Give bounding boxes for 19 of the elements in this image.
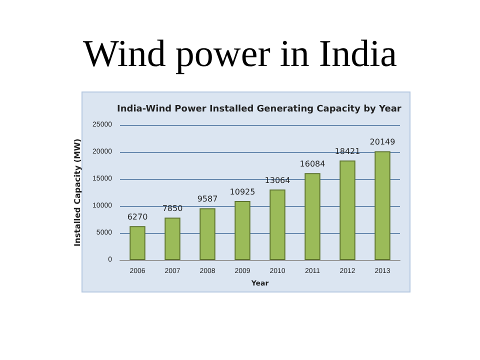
y-axis-title: Installed Capacity (MW) — [73, 138, 82, 246]
data-label: 13064 — [264, 176, 290, 185]
data-label: 7850 — [162, 204, 183, 214]
bar — [200, 208, 216, 260]
data-label: 9587 — [197, 194, 218, 204]
chart-subtitle: India-Wind Power Installed Generating Capacity by Year — [117, 104, 402, 114]
data-label: 6270 — [127, 212, 148, 222]
data-label: 10925 — [230, 188, 256, 197]
data-label: 20149 — [370, 138, 396, 147]
bar — [374, 151, 390, 260]
data-label: 18421 — [334, 147, 360, 156]
bar — [130, 226, 146, 260]
bar — [234, 201, 250, 260]
bar — [164, 218, 180, 260]
bar — [340, 160, 356, 260]
chart-title: Wind power in India — [82, 33, 398, 75]
data-label: 16084 — [300, 160, 326, 169]
bar — [270, 189, 286, 260]
bar — [304, 173, 320, 260]
